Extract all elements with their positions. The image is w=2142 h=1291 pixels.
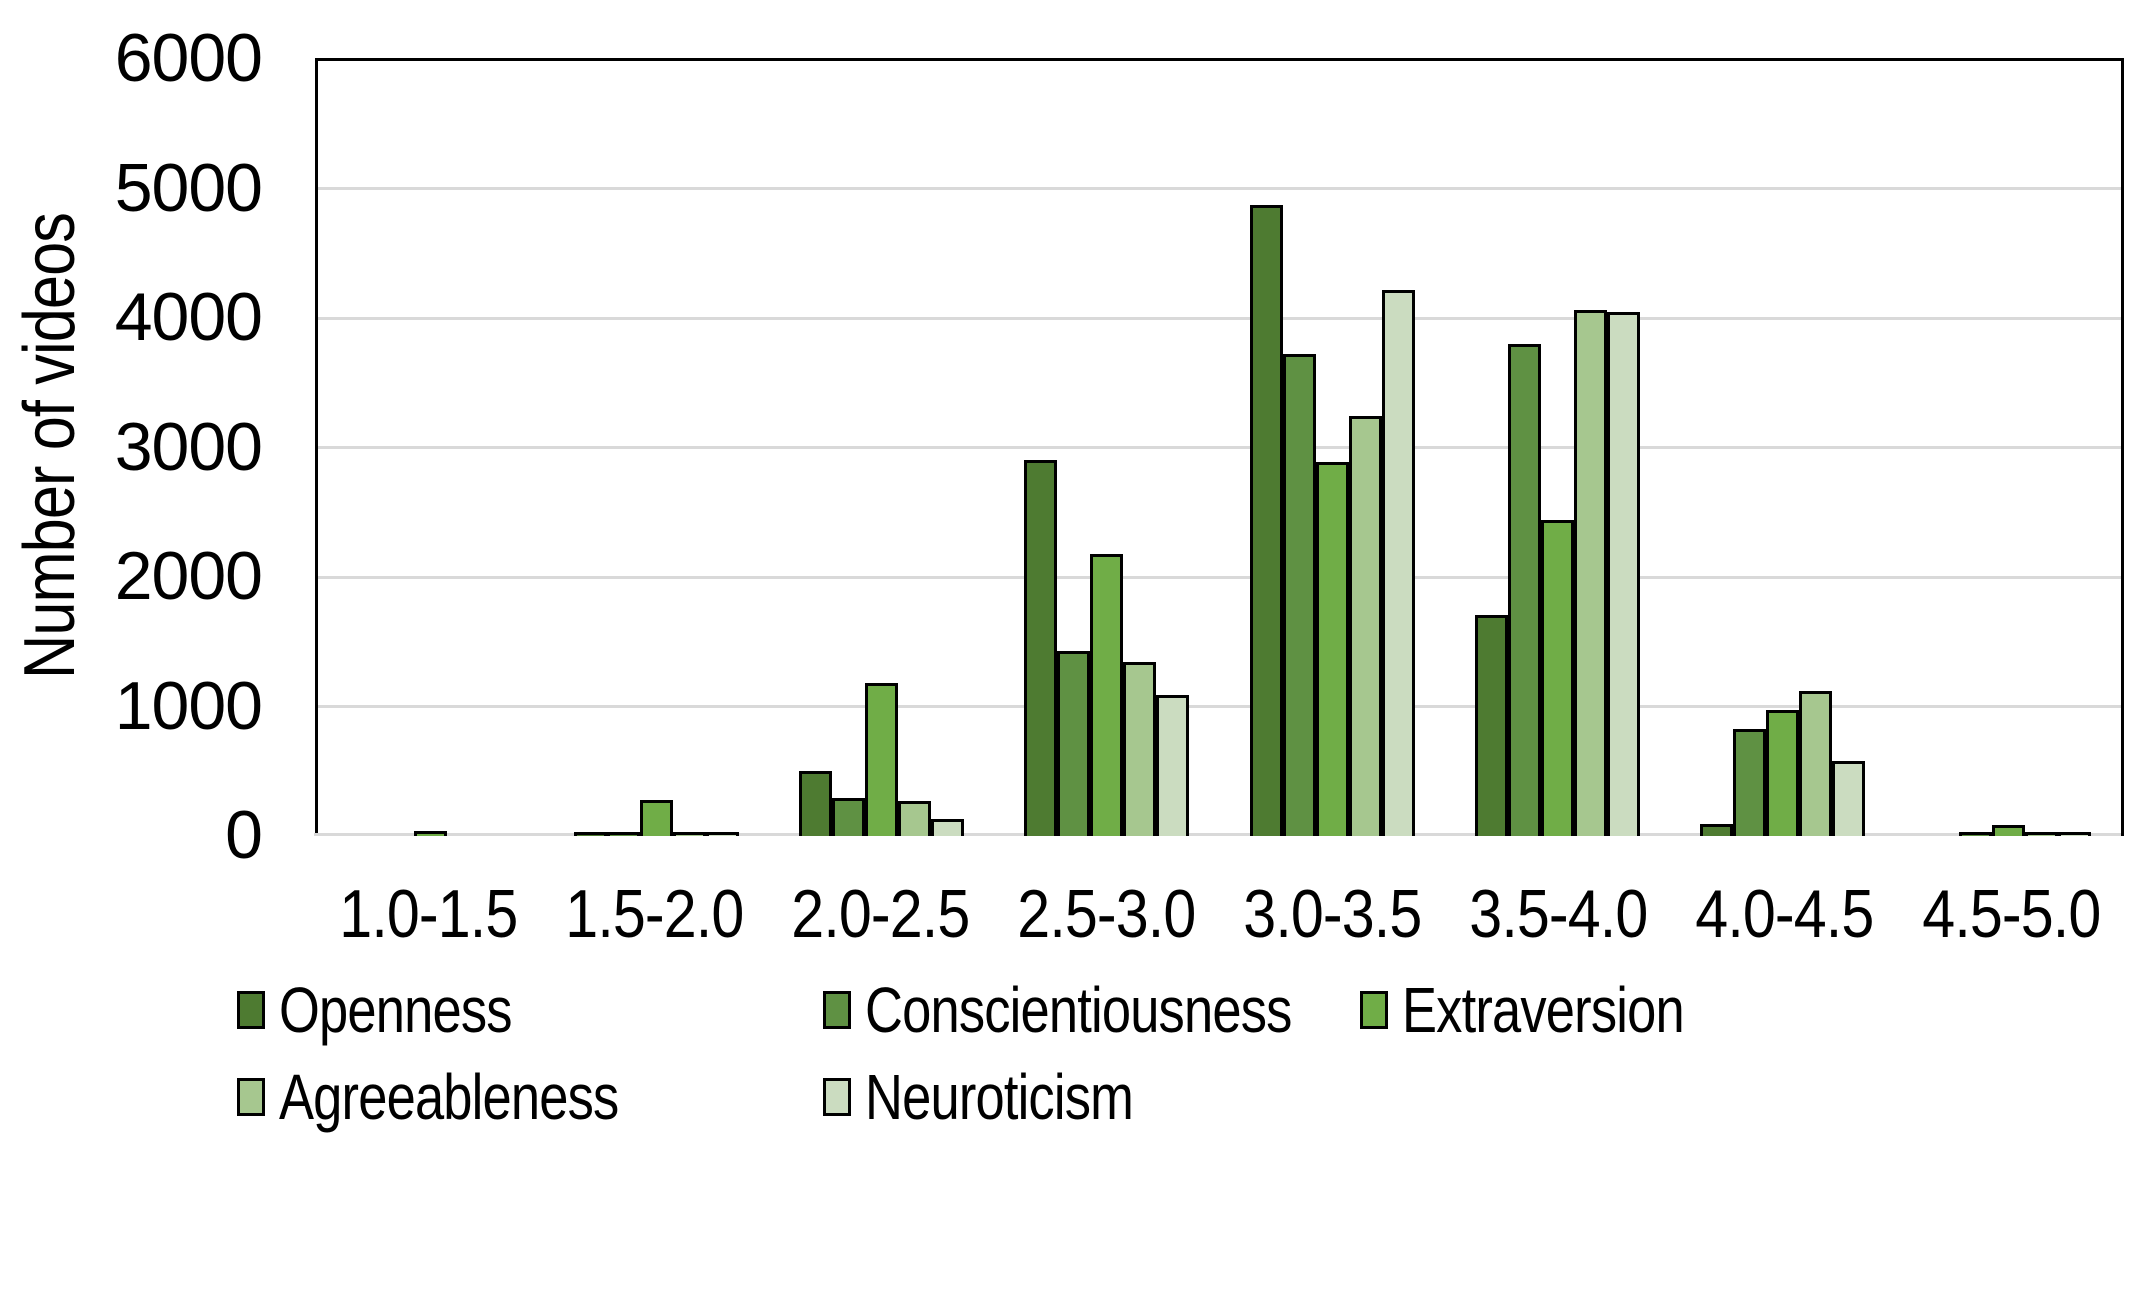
bar-openness xyxy=(573,832,607,836)
bar-neuroticism xyxy=(930,819,964,836)
legend-item-openness: Openness xyxy=(237,970,563,1050)
x-axis-line xyxy=(314,833,2121,836)
bar-openness xyxy=(1024,460,1058,836)
legend-label: Extraversion xyxy=(1402,974,1685,1046)
bar-extraversion xyxy=(414,831,448,836)
y-tick-label: 6000 xyxy=(114,20,263,96)
x-axis-label-text: 1.5-2.0 xyxy=(565,876,744,952)
y-tick-label: 0 xyxy=(225,797,263,873)
legend-label: Openness xyxy=(279,974,512,1046)
legend-swatch-openness xyxy=(237,991,265,1029)
x-axis-label-text: 4.5-5.0 xyxy=(1921,876,2101,952)
bar-agreeableness xyxy=(672,832,706,836)
x-axis-label-text: 3.5-4.0 xyxy=(1469,876,1649,952)
legend-item-extraversion: Extraversion xyxy=(1360,970,1746,1050)
bar-conscientiousness xyxy=(1958,832,1992,836)
bar-group-4.0-4.5 xyxy=(1670,61,1895,836)
bar-group-1.0-1.5 xyxy=(318,61,543,836)
bar-group-2.5-3.0 xyxy=(994,61,1219,836)
legend-label: Neuroticism xyxy=(865,1061,1134,1133)
bar-group-4.5-5.0 xyxy=(1896,61,2121,836)
bar-agreeableness xyxy=(1799,691,1833,836)
x-axis-label: 1.5-2.0 xyxy=(541,872,767,956)
bar-extraversion xyxy=(864,683,898,836)
bar-neuroticism xyxy=(1832,761,1866,836)
bar-conscientiousness xyxy=(1733,729,1767,836)
bar-agreeableness xyxy=(1348,416,1382,836)
bar-conscientiousness xyxy=(1057,651,1091,836)
x-axis-label-text: 3.0-3.5 xyxy=(1243,876,1423,952)
legend-swatch-conscientiousness xyxy=(823,991,851,1029)
bar-extraversion xyxy=(1766,710,1800,836)
x-axis-label: 4.5-5.0 xyxy=(1898,872,2124,956)
bar-group-3.5-4.0 xyxy=(1445,61,1670,836)
bar-neuroticism xyxy=(1607,312,1641,836)
x-axis-label: 3.5-4.0 xyxy=(1446,872,1672,956)
bar-openness xyxy=(1475,615,1509,836)
gridline xyxy=(318,446,2121,449)
plot-area xyxy=(314,58,2124,836)
bar-agreeableness xyxy=(2024,832,2058,836)
legend-label: Agreeableness xyxy=(279,1061,619,1133)
legend-swatch-extraversion xyxy=(1360,991,1388,1029)
bar-neuroticism xyxy=(1381,290,1415,836)
bar-openness xyxy=(798,771,832,836)
bar-group-2.0-2.5 xyxy=(769,61,994,836)
bar-conscientiousness xyxy=(1282,354,1316,836)
bar-group-3.0-3.5 xyxy=(1220,61,1445,836)
bar-extraversion xyxy=(1315,462,1349,836)
bar-conscientiousness xyxy=(831,798,865,836)
legend-item-agreeableness: Agreeableness xyxy=(237,1057,693,1137)
bar-extraversion xyxy=(1090,554,1124,836)
bar-agreeableness xyxy=(1123,662,1157,836)
bar-group-1.5-2.0 xyxy=(543,61,768,836)
gridline xyxy=(318,316,2121,320)
x-axis-label: 4.0-4.5 xyxy=(1672,872,1898,956)
legend-swatch-agreeableness xyxy=(237,1078,265,1116)
y-tick-label: 5000 xyxy=(114,149,263,226)
legend-swatch-neuroticism xyxy=(823,1078,851,1116)
x-axis-label: 2.5-3.0 xyxy=(993,872,1219,956)
legend-item-conscientiousness: Conscientiousness xyxy=(823,970,1385,1050)
legend-item-neuroticism: Neuroticism xyxy=(823,1057,1192,1137)
bar-extraversion xyxy=(1541,520,1575,836)
y-tick-label: 3000 xyxy=(114,408,263,485)
x-axis-label: 3.0-3.5 xyxy=(1220,872,1446,956)
bar-openness xyxy=(1700,824,1734,836)
bar-extraversion xyxy=(639,800,673,836)
legend-label: Conscientiousness xyxy=(865,974,1292,1046)
gridline xyxy=(318,575,2121,579)
bar-openness xyxy=(1249,205,1283,836)
y-tick-label: 2000 xyxy=(114,538,263,614)
bar-groups xyxy=(318,61,2121,836)
x-axis-label-text: 2.0-2.5 xyxy=(791,876,970,952)
bar-conscientiousness xyxy=(606,832,640,836)
x-axis-labels: 1.0-1.5 1.5-2.0 2.0-2.5 2.5-3.0 3.0-3.5 3.5-4… xyxy=(315,872,2124,956)
x-axis-label-text: 1.0-1.5 xyxy=(339,876,518,952)
gridline xyxy=(318,187,2121,190)
bar-neuroticism xyxy=(2057,832,2091,836)
x-axis-label: 2.0-2.5 xyxy=(767,872,993,956)
bar-agreeableness xyxy=(897,801,931,836)
bar-neuroticism xyxy=(705,832,739,836)
bar-neuroticism xyxy=(1156,695,1190,836)
bar-agreeableness xyxy=(1574,310,1608,836)
bar-conscientiousness xyxy=(1508,344,1542,836)
x-axis-label: 1.0-1.5 xyxy=(315,872,541,956)
y-tick-label: 4000 xyxy=(114,279,263,355)
y-tick-label: 1000 xyxy=(114,667,263,744)
x-axis-label-text: 4.0-4.5 xyxy=(1695,876,1875,952)
bar-extraversion xyxy=(1991,825,2025,836)
gridline xyxy=(318,705,2121,708)
x-axis-label-text: 2.5-3.0 xyxy=(1017,876,1196,952)
